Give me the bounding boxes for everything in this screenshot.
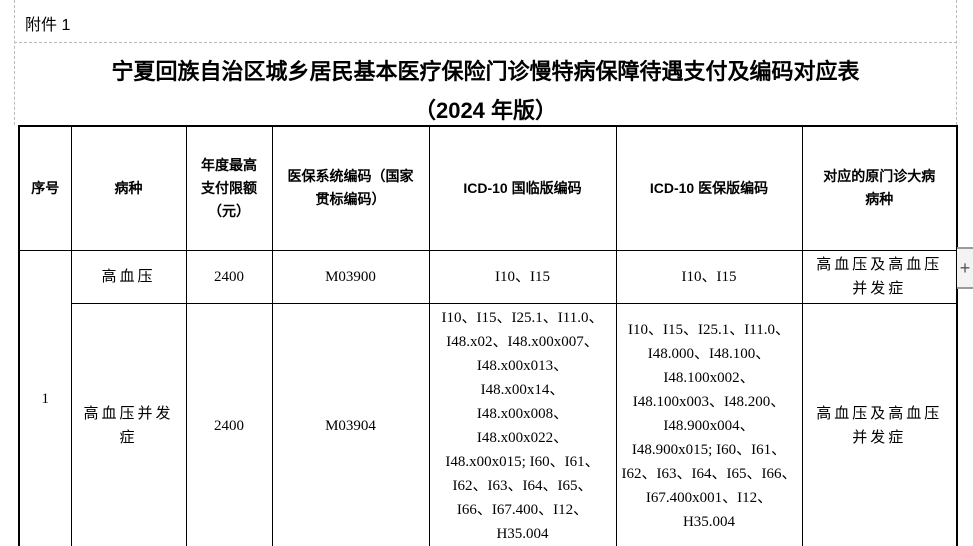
cell-icd10-yibao: I10、I15、I25.1、I11.0、 I48.000、I48.100、 I4… xyxy=(615,302,803,546)
cell-annual-limit: 2400 xyxy=(185,302,273,546)
cell-annual-limit: 2400 xyxy=(185,249,273,304)
cell-insurance-code: M03904 xyxy=(271,302,430,546)
cell-icd10-yibao: I10、I15 xyxy=(615,249,803,304)
cell-icd10-guolin: I10、I15、I25.1、I11.0、 I48.x02、I48.x00x007… xyxy=(428,302,617,546)
cell-disease: 高血压并发症 xyxy=(70,302,187,546)
col-header-icd10-guolin: ICD-10 国临版编码 xyxy=(428,125,617,251)
col-header-original-disease: 对应的原门诊大病 病种 xyxy=(801,125,958,251)
cell-original-disease: 高血压及高血压 并发症 xyxy=(801,302,958,546)
cell-insurance-code: M03900 xyxy=(271,249,430,304)
expand-button[interactable]: + xyxy=(957,247,973,289)
cell-icd10-guolin: I10、I15 xyxy=(428,249,617,304)
attachment-label: 附件 1 xyxy=(25,17,71,34)
cell-original-disease: 高血压及高血压 并发症 xyxy=(801,249,958,304)
document-title-edition: （2024 年版） xyxy=(413,98,558,123)
text-boundary-left xyxy=(14,0,15,125)
cell-seq: 1 xyxy=(18,249,72,546)
cell-disease: 高血压 xyxy=(70,249,187,304)
table-header-row: 序号 病种 年度最高 支付限额 （元） 医保系统编码（国家 贯标编码） ICD-… xyxy=(18,125,958,251)
disease-table: 序号 病种 年度最高 支付限额 （元） 医保系统编码（国家 贯标编码） ICD-… xyxy=(18,125,958,546)
table-row: 高血压并发症 2400 M03904 I10、I15、I25.1、I11.0、 … xyxy=(19,302,958,546)
document-title: 宁夏回族自治区城乡居民基本医疗保险门诊慢特病保障待遇支付及编码对应表 xyxy=(111,59,860,84)
text-boundary-right xyxy=(956,0,957,125)
col-header-disease: 病种 xyxy=(70,125,187,251)
col-header-annual-limit: 年度最高 支付限额 （元） xyxy=(185,125,273,251)
col-header-insurance-code: 医保系统编码（国家 贯标编码） xyxy=(271,125,430,251)
col-header-icd10-yibao: ICD-10 医保版编码 xyxy=(615,125,803,251)
table-row: 1 高血压 2400 M03900 I10、I15 I10、I15 高血压及高血… xyxy=(18,249,958,546)
text-boundary-horizontal xyxy=(14,42,957,43)
col-header-seq: 序号 xyxy=(18,125,72,251)
